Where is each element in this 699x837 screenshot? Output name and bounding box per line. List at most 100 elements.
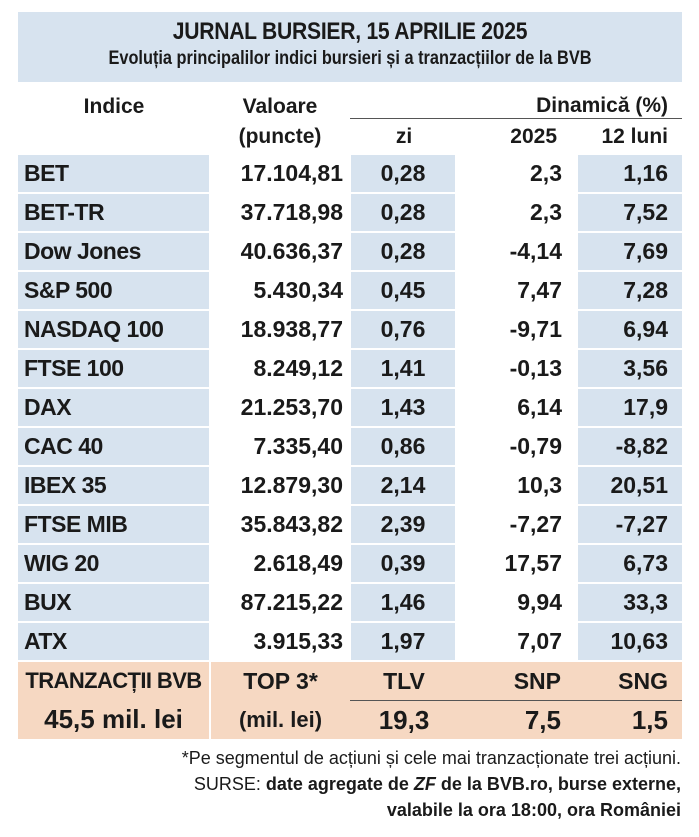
sources-line-2: valabile la ora 18:00, ora României bbox=[386, 800, 681, 820]
index-value: 2.618,49 bbox=[209, 543, 350, 583]
stock-journal-table: JURNAL BURSIER, 15 APRILIE 2025 Evoluția… bbox=[18, 12, 682, 739]
sources-zf: ZF bbox=[413, 774, 436, 794]
col-header-valoare: Valoare bbox=[242, 94, 318, 118]
change-day: 0,45 bbox=[349, 270, 458, 310]
change-12-months: 7,69 bbox=[572, 231, 682, 271]
index-name: Dow Jones bbox=[18, 231, 210, 271]
top3-label: TOP 3* bbox=[209, 662, 350, 701]
change-day: 0,86 bbox=[349, 426, 458, 466]
column-subheader-row: (puncte) zi 2025 12 luni bbox=[18, 119, 682, 156]
col-header-zi: zi bbox=[395, 125, 413, 148]
index-value: 21.253,70 bbox=[209, 387, 350, 427]
table-row: CAC 40 7.335,40 0,86 -0,79 -8,82 bbox=[18, 426, 682, 466]
change-12-months: 10,63 bbox=[572, 621, 682, 660]
change-12-months: 6,73 bbox=[572, 543, 682, 583]
sources-text-a: date agregate de bbox=[265, 774, 414, 794]
table-row: DAX 21.253,70 1,43 6,14 17,9 bbox=[18, 387, 682, 427]
trades-total: 45,5 mil. lei bbox=[18, 700, 210, 739]
change-day: 1,46 bbox=[349, 582, 458, 622]
change-ytd: -7,27 bbox=[455, 504, 575, 544]
change-12-months: 6,94 bbox=[572, 309, 682, 349]
sources-text-b: de la BVB.ro, burse externe, bbox=[435, 774, 681, 794]
change-ytd: 7,47 bbox=[455, 270, 575, 310]
footer-notes: *Pe segmentul de acțiuni și cele mai tra… bbox=[182, 745, 681, 823]
index-name: BUX bbox=[18, 582, 210, 622]
change-day: 1,43 bbox=[349, 387, 458, 427]
sources-prefix: SURSE: bbox=[193, 774, 266, 794]
change-12-months: 7,52 bbox=[572, 192, 682, 232]
index-value: 35.843,82 bbox=[209, 504, 350, 544]
col-header-valoare-unit: (puncte) bbox=[238, 124, 322, 148]
index-value: 87.215,22 bbox=[209, 582, 350, 622]
change-ytd: 2,3 bbox=[455, 155, 575, 193]
table-row: IBEX 35 12.879,30 2,14 10,3 20,51 bbox=[18, 465, 682, 505]
table-row: BET-TR 37.718,98 0,28 2,3 7,52 bbox=[18, 192, 682, 232]
index-value: 8.249,12 bbox=[209, 348, 350, 388]
index-name: BET bbox=[18, 155, 210, 193]
indices-table: Indice Valoare Dinamică (%) (puncte) zi … bbox=[18, 82, 682, 660]
indices-rows: BET 17.104,81 0,28 2,3 1,16 BET-TR 37.718,98 0,… bbox=[18, 155, 682, 660]
col-header-indice: Indice bbox=[83, 94, 145, 118]
change-ytd: 9,94 bbox=[455, 582, 575, 622]
change-ytd: -0,13 bbox=[455, 348, 575, 388]
table-row: BET 17.104,81 0,28 2,3 1,16 bbox=[18, 155, 682, 193]
sources-line-1: SURSE: date agregate de ZF de la BVB.ro,… bbox=[182, 771, 681, 797]
top-value-2: 7,5 bbox=[458, 700, 575, 739]
trades-label: TRANZACȚII BVB bbox=[18, 662, 210, 701]
change-12-months: 1,16 bbox=[572, 155, 682, 193]
table-row: WIG 20 2.618,49 0,39 17,57 6,73 bbox=[18, 543, 682, 583]
change-ytd: 17,57 bbox=[455, 543, 575, 583]
col-header-empty bbox=[18, 119, 210, 156]
change-ytd: -9,71 bbox=[455, 309, 575, 349]
change-12-months: 20,51 bbox=[572, 465, 682, 505]
table-row: NASDAQ 100 18.938,77 0,76 -9,71 6,94 bbox=[18, 309, 682, 349]
top-value-3: 1,5 bbox=[575, 700, 682, 739]
footnote: *Pe segmentul de acțiuni și cele mai tra… bbox=[181, 748, 681, 768]
col-header-dinamica: Dinamică (%) bbox=[350, 82, 682, 119]
change-ytd: 10,3 bbox=[455, 465, 575, 505]
change-day: 1,41 bbox=[349, 348, 458, 388]
column-header-row: Indice Valoare Dinamică (%) bbox=[18, 82, 682, 119]
index-value: 5.430,34 bbox=[209, 270, 350, 310]
table-row: FTSE 100 8.249,12 1,41 -0,13 3,56 bbox=[18, 348, 682, 388]
change-day: 0,76 bbox=[349, 309, 458, 349]
index-name: BET-TR bbox=[18, 192, 210, 232]
index-name: FTSE MIB bbox=[18, 504, 210, 544]
change-ytd: 6,14 bbox=[455, 387, 575, 427]
index-name: NASDAQ 100 bbox=[18, 309, 210, 349]
col-header-2025: 2025 bbox=[510, 125, 557, 148]
change-day: 2,14 bbox=[349, 465, 458, 505]
page-subtitle: Evoluția principalilor indici bursieri ș… bbox=[108, 48, 592, 69]
change-ytd: 7,07 bbox=[455, 621, 575, 660]
top3-unit: (mil. lei) bbox=[209, 700, 350, 739]
table-row: BUX 87.215,22 1,46 9,94 33,3 bbox=[18, 582, 682, 622]
change-12-months: 3,56 bbox=[572, 348, 682, 388]
change-12-months: 33,3 bbox=[572, 582, 682, 622]
index-name: DAX bbox=[18, 387, 210, 427]
index-name: IBEX 35 bbox=[18, 465, 210, 505]
change-day: 2,39 bbox=[349, 504, 458, 544]
change-ytd: -4,14 bbox=[455, 231, 575, 271]
index-value: 12.879,30 bbox=[209, 465, 350, 505]
index-name: FTSE 100 bbox=[18, 348, 210, 388]
table-row: S&P 500 5.430,34 0,45 7,47 7,28 bbox=[18, 270, 682, 310]
index-value: 3.915,33 bbox=[209, 621, 350, 660]
change-day: 0,28 bbox=[349, 231, 458, 271]
top-symbol-2: SNP bbox=[458, 662, 575, 701]
page-title: JURNAL BURSIER, 15 APRILIE 2025 bbox=[172, 18, 528, 45]
trades-row-top: TRANZACȚII BVB TOP 3* TLV SNP SNG bbox=[18, 662, 682, 701]
index-value: 17.104,81 bbox=[209, 155, 350, 193]
change-12-months: 7,28 bbox=[572, 270, 682, 310]
change-12-months: -8,82 bbox=[572, 426, 682, 466]
change-day: 1,97 bbox=[349, 621, 458, 660]
change-day: 0,39 bbox=[349, 543, 458, 583]
index-value: 18.938,77 bbox=[209, 309, 350, 349]
change-ytd: -0,79 bbox=[455, 426, 575, 466]
index-name: S&P 500 bbox=[18, 270, 210, 310]
col-header-12-luni: 12 luni bbox=[601, 125, 668, 148]
change-12-months: -7,27 bbox=[572, 504, 682, 544]
trades-row-bottom: 45,5 mil. lei (mil. lei) 19,3 7,5 1,5 bbox=[18, 700, 682, 739]
change-day: 0,28 bbox=[349, 155, 458, 193]
index-value: 7.335,40 bbox=[209, 426, 350, 466]
top-value-1: 19,3 bbox=[350, 700, 458, 739]
